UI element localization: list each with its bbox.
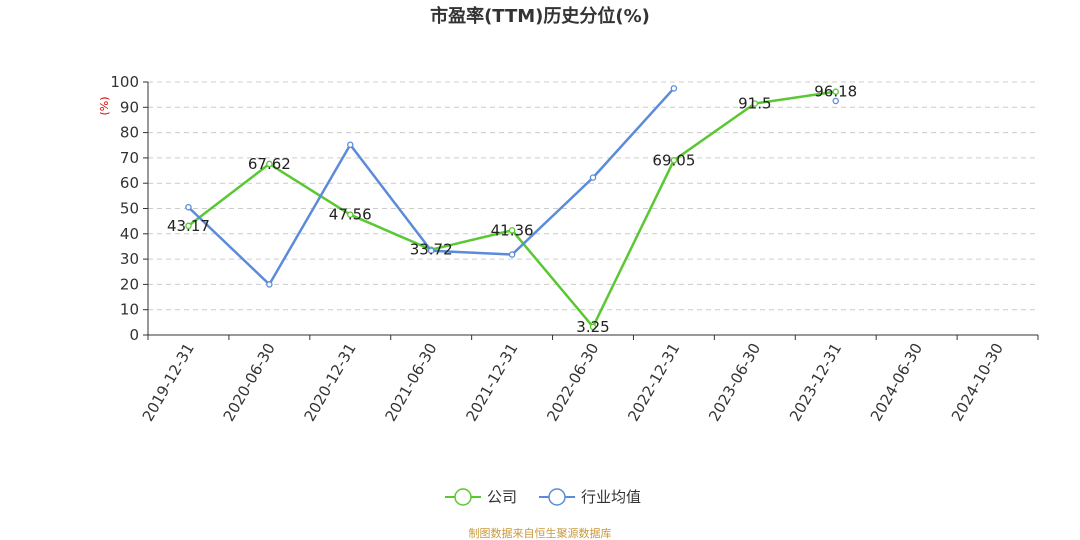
gridlines: [148, 81, 1038, 311]
data-label: 47.56: [329, 206, 372, 224]
data-point-1: [589, 174, 597, 181]
data-label: 69.05: [652, 151, 695, 169]
legend-marker-1: [548, 488, 566, 506]
y-tick-label: 20: [120, 275, 139, 293]
data-point-0: [751, 100, 759, 107]
y-tick-label: 90: [120, 98, 139, 116]
y-tick-label: 70: [120, 149, 139, 167]
x-tick-label: 2020-12-31: [301, 340, 360, 425]
data-point-1: [266, 281, 273, 288]
data-label: 33.72: [410, 241, 453, 259]
axes: [143, 81, 1039, 340]
x-tick-label: 2024-10-30: [948, 340, 1007, 425]
data-point-0: [670, 157, 678, 164]
data-point-1: [185, 203, 192, 211]
y-tick-label: 10: [120, 301, 139, 319]
x-tick-label: 2022-06-30: [543, 340, 602, 425]
y-tick-label: 40: [120, 225, 139, 243]
data-label: 96.18: [814, 83, 857, 101]
data-point-0: [185, 222, 192, 230]
x-tick-label: 2023-12-31: [786, 340, 845, 425]
data-point-0: [347, 211, 354, 218]
legend-marker-0: [454, 488, 472, 506]
legend: 公司 行业均值: [445, 488, 641, 506]
data-point-0: [508, 227, 516, 234]
series-line-0: [187, 90, 836, 329]
data-point-1: [508, 251, 516, 258]
x-tick-label: 2021-06-30: [381, 340, 440, 425]
data-point-0: [832, 88, 839, 95]
x-tick-label: 2022-12-31: [624, 340, 683, 425]
y-tick-label: 60: [120, 174, 139, 192]
legend-label-1: 行业均值: [581, 488, 641, 506]
data-label: 3.25: [576, 318, 609, 336]
data-label: 67.62: [248, 155, 291, 173]
series-group: [185, 85, 839, 331]
data-point-1: [347, 141, 354, 148]
y-tick-labels: 0 10 20 30 40 50 60 70 80 90 100: [110, 73, 139, 344]
legend-label-0: 公司: [487, 488, 517, 506]
y-tick-label: 80: [120, 124, 139, 142]
x-tick-label: 2023-06-30: [705, 340, 764, 425]
x-tick-label: 2021-12-31: [462, 340, 521, 425]
data-label: 91.5: [738, 95, 771, 113]
y-tick-label: 100: [110, 73, 139, 91]
data-point-1: [427, 247, 435, 255]
data-point-0: [589, 323, 597, 331]
chart-title: 市盈率(TTM)历史分位(%): [430, 5, 650, 27]
data-label: 41.36: [491, 221, 534, 239]
y-tick-label: 30: [120, 250, 139, 268]
y-axis-unit: (%): [98, 96, 111, 115]
data-point-1: [670, 85, 678, 92]
data-labels: 43.17 67.62 47.56 33.72 41.36 3.25 69.05 91.5 96…: [167, 83, 857, 336]
x-tick-label: 2019-12-31: [139, 340, 198, 425]
data-point-0: [266, 160, 273, 168]
source-note: 制图数据来自恒生聚源数据库: [469, 526, 612, 540]
x-tick-labels: 2019-12-31 2020-06-30 2020-12-31 2021-06-30…: [139, 340, 1007, 425]
data-point-1: [832, 97, 839, 105]
y-tick-label: 0: [129, 326, 139, 344]
y-tick-label: 50: [120, 200, 139, 218]
x-tick-label: 2024-06-30: [867, 340, 926, 425]
data-label: 43.17: [167, 217, 210, 235]
x-tick-label: 2020-06-30: [220, 340, 279, 425]
